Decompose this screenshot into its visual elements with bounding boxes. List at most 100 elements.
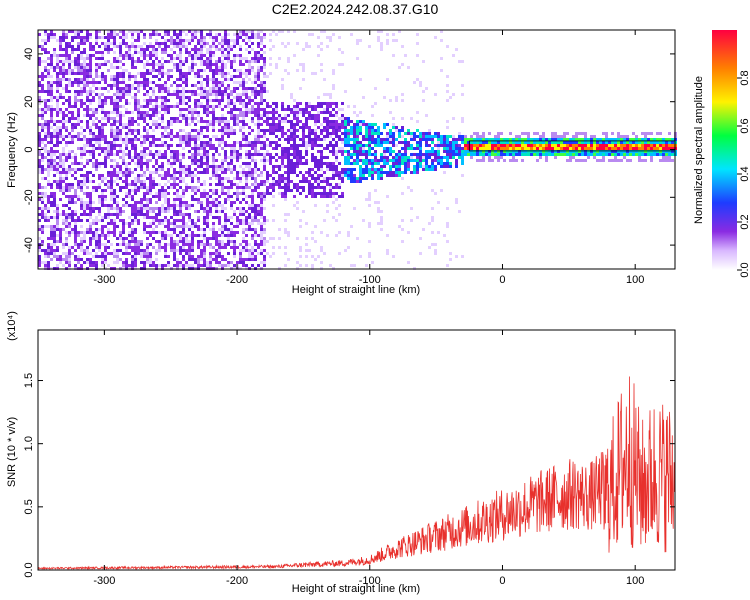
spectrogram-cell <box>332 162 335 165</box>
spectrogram-cell <box>335 111 338 114</box>
spectrogram-cell <box>65 69 68 72</box>
spectrogram-cell <box>95 93 98 96</box>
spectrogram-cell <box>218 105 221 108</box>
spectrogram-cell <box>179 69 182 72</box>
spectrogram-cell <box>413 132 416 135</box>
spectrogram-cell <box>107 216 110 219</box>
spectrogram-cell <box>92 99 95 102</box>
spectrogram-cell <box>53 81 56 84</box>
spectrogram-cell <box>395 153 398 156</box>
spectrogram-cell <box>311 231 314 234</box>
spectrogram-cell <box>377 171 380 174</box>
spectrogram-cell <box>128 153 131 156</box>
spectrogram-cell <box>260 108 263 111</box>
spectrogram-cell <box>95 69 98 72</box>
spectrogram-cell <box>146 159 149 162</box>
spectrogram-cell <box>110 198 113 201</box>
spectrogram-cell <box>92 261 95 264</box>
spectrogram-cell <box>314 156 317 159</box>
spectrogram-cell <box>215 198 218 201</box>
spectrogram-cell <box>182 168 185 171</box>
spectrogram-cell <box>392 117 395 120</box>
spectrogram-cell <box>239 186 242 189</box>
spectrogram-cell <box>230 171 233 174</box>
spectrogram-cell <box>272 204 275 207</box>
spectrogram-cell <box>248 102 251 105</box>
spectrogram-cell <box>245 195 248 198</box>
spectrogram-cell <box>248 30 251 33</box>
spectrogram-cell <box>308 174 311 177</box>
spectrogram-cell <box>419 165 422 168</box>
spectrogram-cell <box>215 243 218 246</box>
spectrogram-cell <box>41 231 44 234</box>
spectrogram-cell <box>101 243 104 246</box>
spectrogram-cell <box>86 36 89 39</box>
spectrogram-cell <box>176 240 179 243</box>
spectrogram-cell <box>179 210 182 213</box>
spectrogram-cell <box>107 210 110 213</box>
spectrogram-cell <box>347 120 350 123</box>
spectrogram-cell <box>200 42 203 45</box>
spectrogram-cell <box>110 126 113 129</box>
spectrogram-cell <box>116 138 119 141</box>
spectrogram-cell <box>326 156 329 159</box>
spectrogram-cell <box>425 165 428 168</box>
spectrogram-cell <box>452 135 455 138</box>
spectrogram-cell <box>221 234 224 237</box>
spectrogram-cell <box>176 225 179 228</box>
spectrogram-cell <box>206 201 209 204</box>
spectrogram-cell <box>101 78 104 81</box>
spectrogram-cell <box>215 117 218 120</box>
spectrogram-cell <box>128 48 131 51</box>
spectrogram-cell <box>230 93 233 96</box>
spectrogram-cell <box>323 135 326 138</box>
spectrogram-cell <box>263 156 266 159</box>
spectrogram-cell <box>74 99 77 102</box>
spectrogram-cell <box>128 171 131 174</box>
spectrogram-cell <box>218 243 221 246</box>
spectrogram-cell <box>248 108 251 111</box>
spectrogram-cell <box>317 159 320 162</box>
spectrogram-cell <box>137 177 140 180</box>
spectrogram-cell <box>221 114 224 117</box>
spectrogram-cell <box>107 120 110 123</box>
spectrogram-cell <box>266 117 269 120</box>
spectrogram-cell <box>404 156 407 159</box>
spectrogram-cell <box>365 198 368 201</box>
spectrogram-cell <box>185 96 188 99</box>
spectrogram-cell <box>77 183 80 186</box>
spectrogram-cell <box>311 195 314 198</box>
spectrogram-cell <box>200 195 203 198</box>
spectrogram-cell <box>305 141 308 144</box>
spectrogram-cell <box>419 156 422 159</box>
spectrogram-cell <box>143 141 146 144</box>
spectrogram-cell <box>38 96 41 99</box>
spectrogram-cell <box>326 234 329 237</box>
spectrogram-cell <box>173 177 176 180</box>
spectrogram-cell <box>251 36 254 39</box>
spectrogram-cell <box>353 105 356 108</box>
spectrogram-cell <box>242 105 245 108</box>
spectrogram-cell <box>236 177 239 180</box>
spectrogram-cell <box>194 90 197 93</box>
spectrogram-cell <box>68 141 71 144</box>
spectrogram-cell <box>122 69 125 72</box>
spectrogram-cell <box>209 90 212 93</box>
spectrogram-cell <box>239 249 242 252</box>
spectrogram-cell <box>326 45 329 48</box>
spectrogram-cell <box>443 171 446 174</box>
spectrogram-cell <box>47 198 50 201</box>
spectrogram-cell <box>326 180 329 183</box>
spectrogram-cell <box>287 168 290 171</box>
spectrogram-cell <box>71 84 74 87</box>
spectrogram-cell <box>227 144 230 147</box>
spectrogram-cell <box>164 243 167 246</box>
spectrogram-cell <box>194 210 197 213</box>
spectrogram-cell <box>356 39 359 42</box>
spectrogram-cell <box>92 138 95 141</box>
spectrogram-cell <box>134 219 137 222</box>
spectrogram-cell <box>335 219 338 222</box>
spectrogram-cell <box>395 129 398 132</box>
spectrogram-cell <box>113 144 116 147</box>
spectrogram-cell <box>41 108 44 111</box>
